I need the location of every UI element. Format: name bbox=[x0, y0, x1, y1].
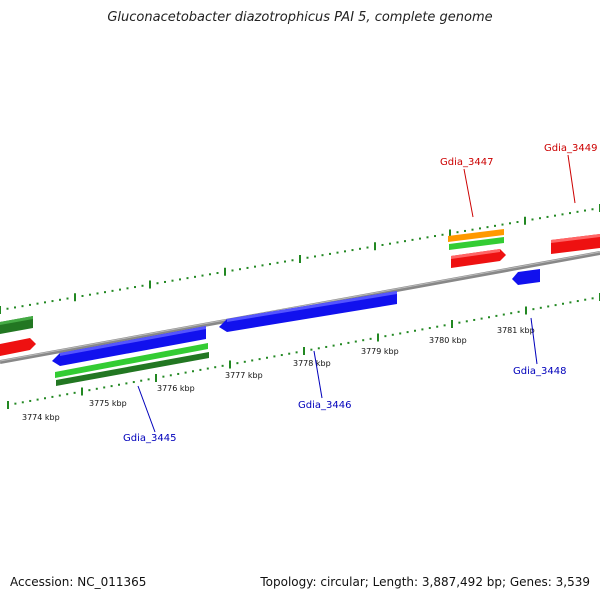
tick-label-3777: 3777 kbp bbox=[225, 371, 263, 380]
outer-tick-track bbox=[0, 204, 600, 314]
tick-label-3774: 3774 kbp bbox=[22, 413, 60, 422]
tick-label-3779: 3779 kbp bbox=[361, 347, 399, 356]
rna-feature-green bbox=[449, 237, 504, 250]
map-title: Gluconacetobacter diazotrophicus PAI 5, … bbox=[107, 10, 493, 25]
tick-label-3778: 3778 kbp bbox=[293, 359, 331, 368]
genome-summary-text: Topology: circular; Length: 3,887,492 bp… bbox=[260, 575, 590, 589]
rna-feature-orange bbox=[448, 229, 504, 242]
accession-text: Accession: NC_011365 bbox=[10, 575, 147, 589]
green-feature-a bbox=[55, 343, 208, 378]
gene-gdia-3448 bbox=[512, 269, 540, 285]
label-gdia-3447: Gdia_3447 bbox=[440, 157, 493, 168]
inner-tick-track bbox=[7, 293, 600, 409]
label-gdia-3448: Gdia_3448 bbox=[513, 366, 566, 377]
label-gdia-3446: Gdia_3446 bbox=[298, 400, 351, 411]
tick-label-3781: 3781 kbp bbox=[497, 326, 535, 335]
green-feature-b bbox=[56, 352, 209, 386]
gene-labels: Gdia_3445 Gdia_3446 Gdia_3447 Gdia_3448 … bbox=[123, 143, 597, 444]
tick-label-3775: 3775 kbp bbox=[89, 399, 127, 408]
gene-gdia-3447 bbox=[451, 249, 506, 268]
tick-label-3776: 3776 kbp bbox=[157, 384, 195, 393]
label-gdia-3449: Gdia_3449 bbox=[544, 143, 597, 154]
features bbox=[0, 229, 600, 386]
tick-label-3780: 3780 kbp bbox=[429, 336, 467, 345]
forward-cds-partial-left bbox=[0, 338, 36, 356]
label-gdia-3445: Gdia_3445 bbox=[123, 433, 176, 444]
tick-labels: 3774 kbp 3775 kbp 3776 kbp 3777 kbp 3778… bbox=[22, 326, 535, 422]
label-leaders bbox=[137, 154, 576, 433]
